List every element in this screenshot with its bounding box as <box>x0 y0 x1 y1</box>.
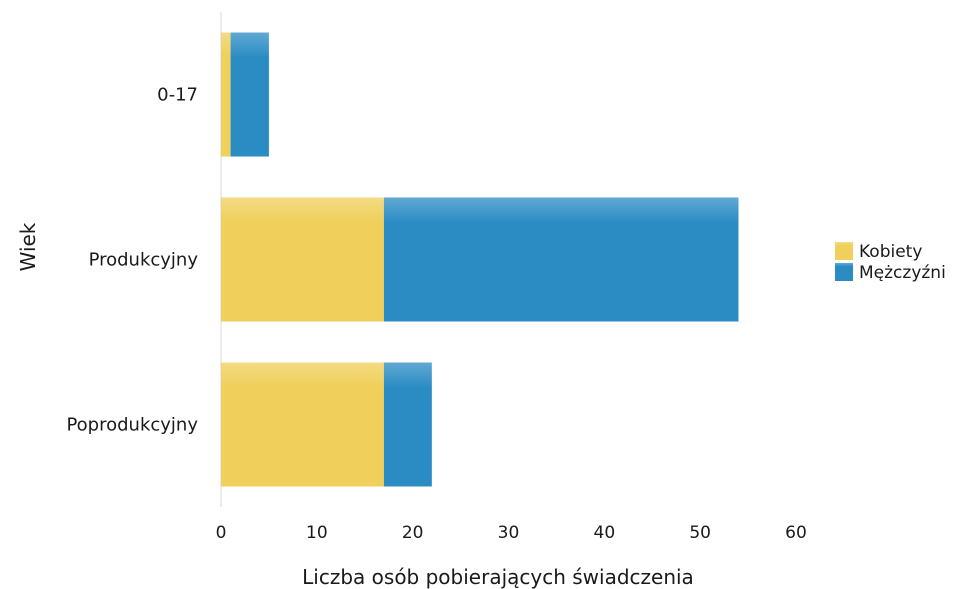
category-label: Produkcyjny <box>89 250 199 271</box>
bar-0-17-series-1 <box>230 32 269 157</box>
x-tick-label: 30 <box>498 523 520 543</box>
x-tick-label: 0 <box>216 523 227 543</box>
category-label: 0-17 <box>157 85 198 106</box>
category-label: Poprodukcyjny <box>66 415 198 436</box>
bar-poprodukcyjny-series-0 <box>221 362 384 487</box>
bars-layer <box>221 32 739 487</box>
legend-label: Mężczyźni <box>859 263 946 283</box>
x-ticks: 0 10 20 30 40 50 60 <box>216 523 807 543</box>
legend-swatch <box>835 263 853 281</box>
bar-poprodukcyjny-series-1 <box>383 362 432 487</box>
legend-swatch <box>835 242 853 260</box>
bar-produkcyjny-series-0 <box>221 197 384 322</box>
category-labels: 0-17 Produkcyjny Poprodukcyjny <box>66 85 198 436</box>
y-axis-title: Wiek <box>16 222 40 271</box>
legend-label: Kobiety <box>859 242 922 262</box>
x-tick-label: 20 <box>402 523 424 543</box>
bar-produkcyjny-series-1 <box>383 197 739 322</box>
x-tick-label: 10 <box>306 523 328 543</box>
x-tick-label: 60 <box>785 523 807 543</box>
x-tick-label: 40 <box>594 523 616 543</box>
bar-0-17-series-0 <box>221 32 231 157</box>
x-axis-title: Liczba osób pobierających świadczenia <box>302 565 694 589</box>
x-tick-label: 50 <box>689 523 711 543</box>
